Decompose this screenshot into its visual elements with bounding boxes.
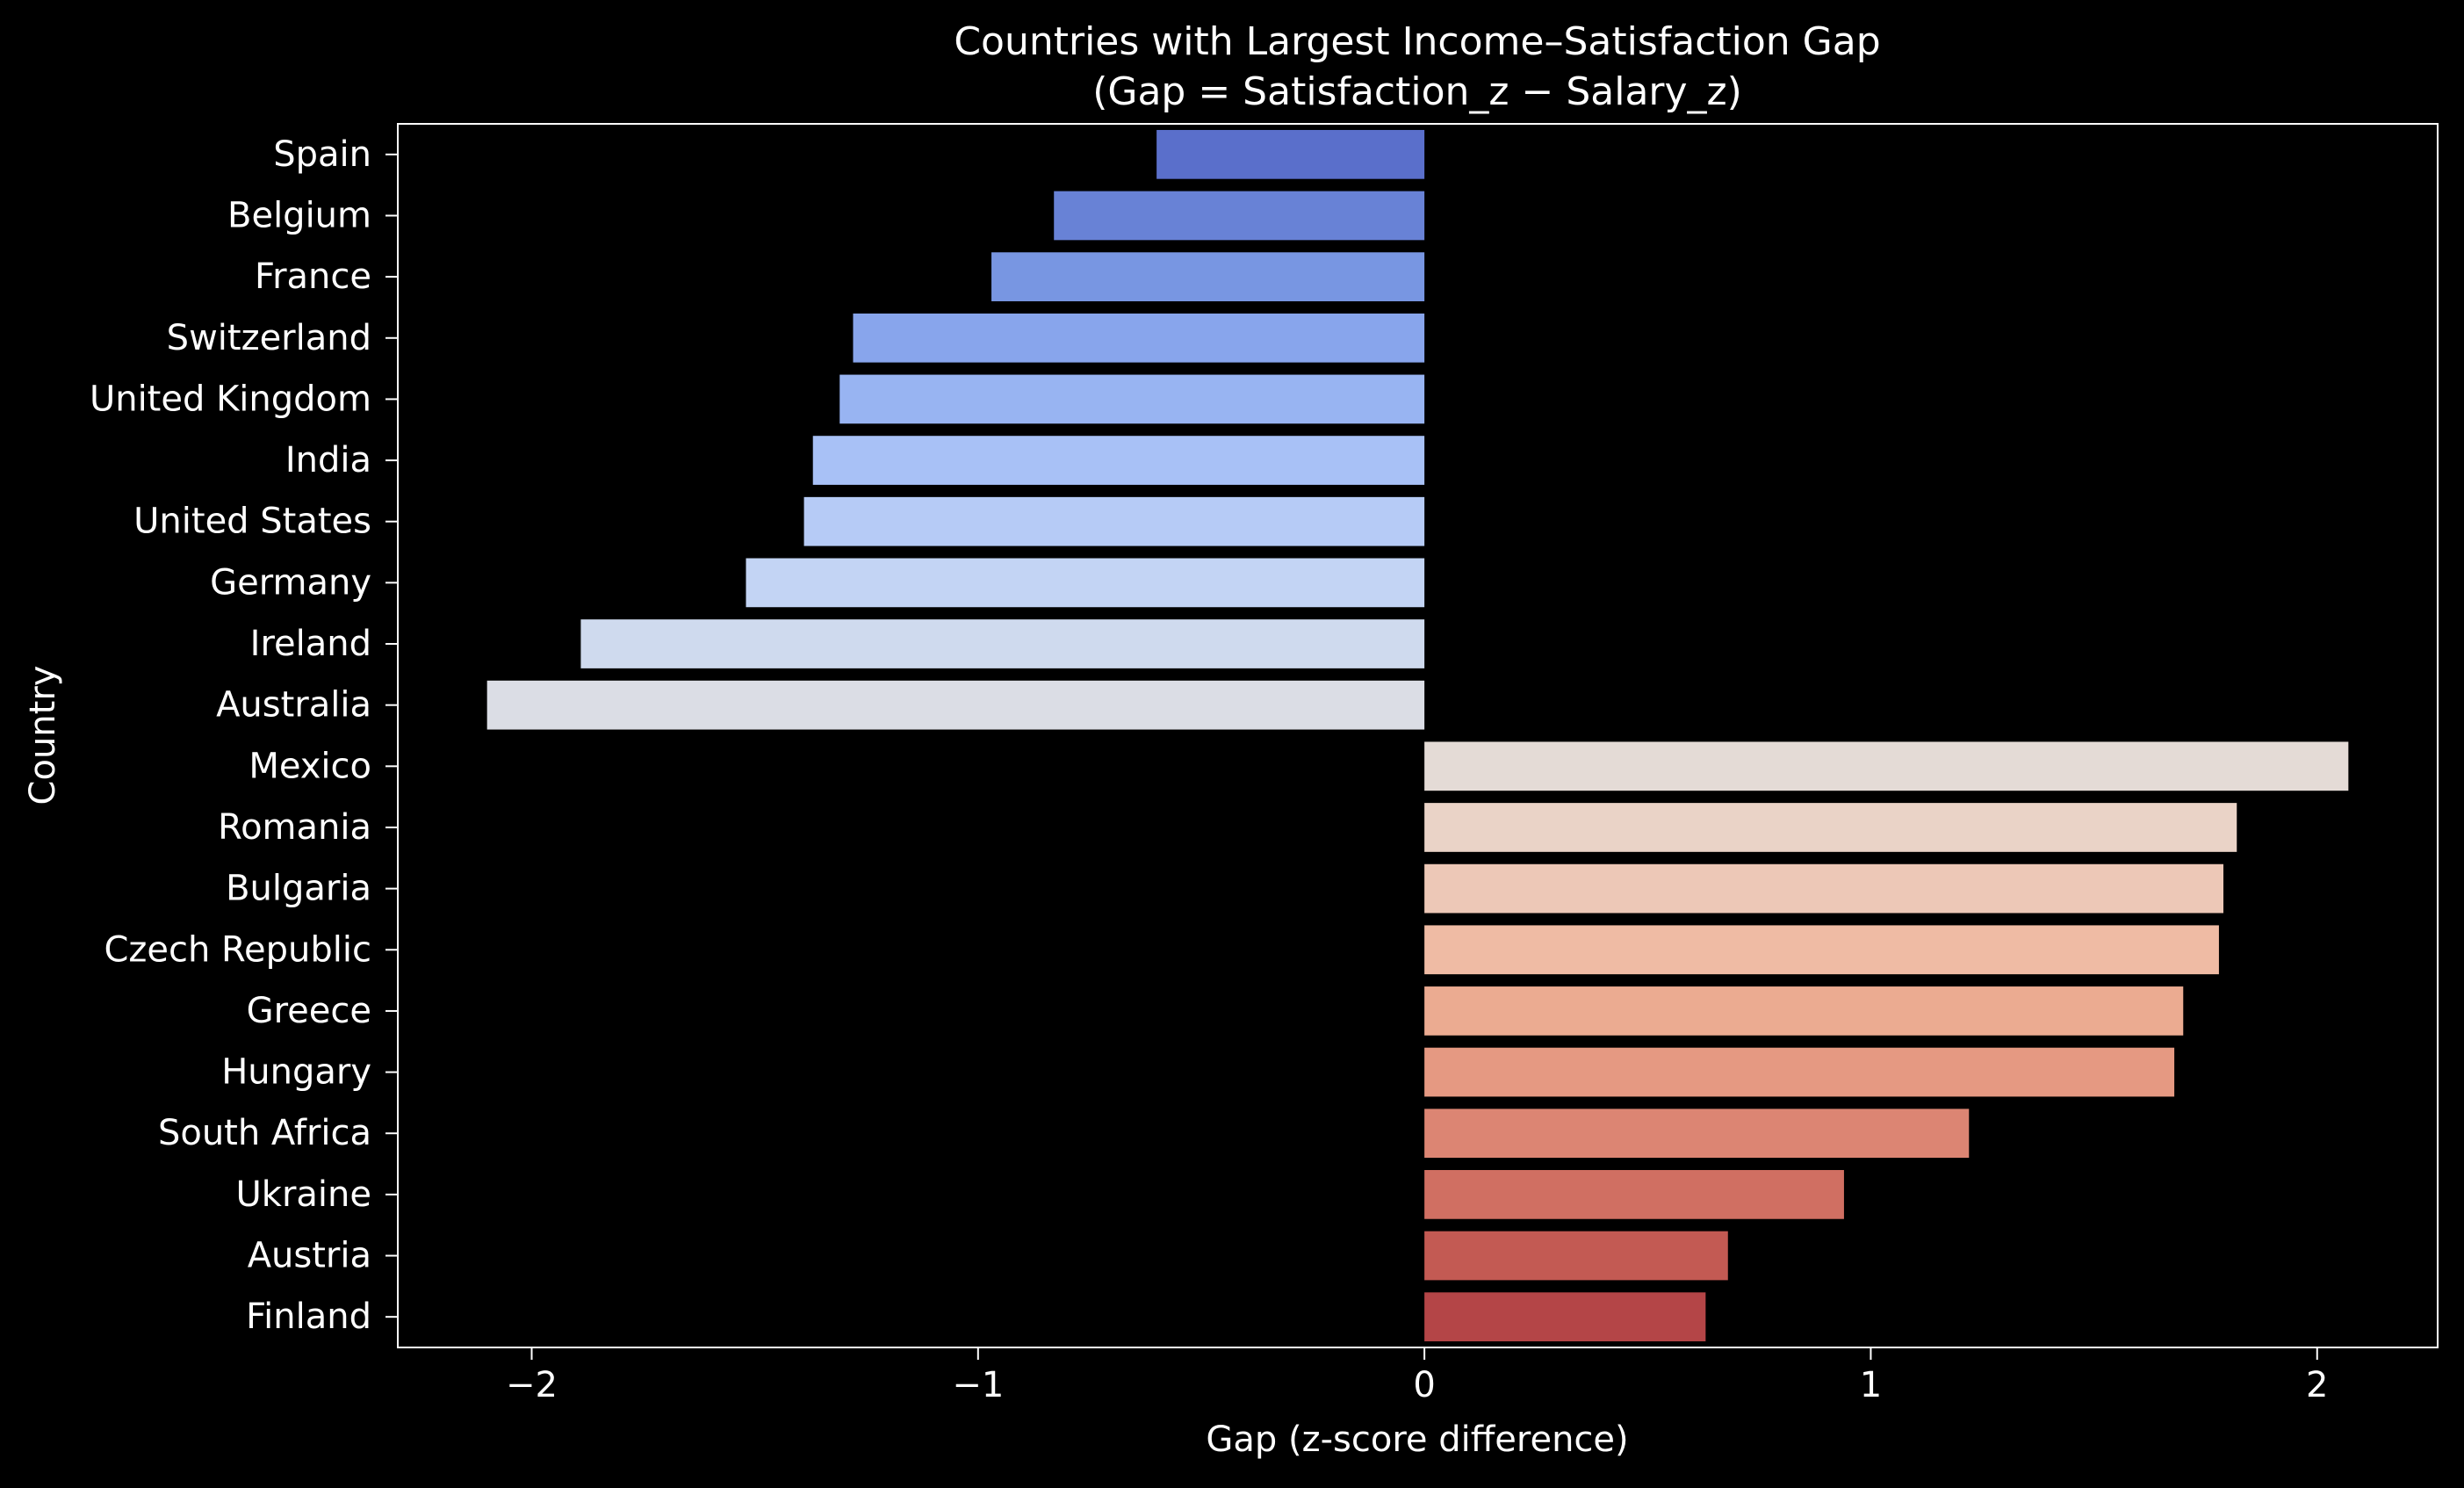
y-tick-label: Belgium: [227, 195, 371, 235]
x-axis-label: Gap (z-score difference): [1206, 1419, 1628, 1460]
y-tick-label: South Africa: [158, 1113, 371, 1153]
bar-finland: [1424, 1292, 1706, 1342]
bar-france: [991, 252, 1425, 301]
bar-greece: [1424, 986, 2184, 1036]
y-tick-label: Finland: [246, 1297, 371, 1337]
bar-united-states: [803, 496, 1425, 546]
bar-austria: [1424, 1231, 1728, 1281]
y-tick-label: Germany: [210, 562, 371, 603]
y-tick-label: Bulgaria: [226, 869, 371, 909]
bar-ireland: [580, 619, 1425, 668]
y-tick-label: Spain: [273, 134, 371, 175]
bars-group: [486, 129, 2349, 1342]
bar-bulgaria: [1424, 863, 2224, 914]
y-tick-label: United States: [133, 502, 371, 542]
y-tick-label: United Kingdom: [90, 379, 371, 419]
chart-title-line1: Countries with Largest Income–Satisfacti…: [954, 19, 1880, 64]
y-tick-label: Australia: [216, 685, 371, 726]
y-axis: Spain Belgium France Switzerland United King…: [90, 134, 398, 1337]
plot-frame: [397, 123, 2439, 1348]
y-tick-label: France: [255, 256, 371, 297]
bar-hungary: [1424, 1047, 2175, 1097]
y-tick-label: India: [285, 440, 371, 480]
y-tick-label: Ireland: [250, 624, 371, 664]
y-tick-label: Switzerland: [167, 318, 371, 358]
x-tick-label: −2: [506, 1365, 558, 1405]
x-tick-label: 0: [1413, 1365, 1435, 1405]
x-tick-label: 1: [1860, 1365, 1882, 1405]
bar-ukraine: [1424, 1170, 1844, 1219]
chart-title-line2: (Gap = Satisfaction_z − Salary_z): [1092, 69, 1742, 114]
y-tick-label: Hungary: [221, 1052, 371, 1093]
bar-switzerland: [853, 313, 1425, 363]
y-tick-label: Mexico: [249, 746, 371, 786]
bar-mexico: [1424, 741, 2349, 791]
bar-spain: [1156, 129, 1425, 179]
bar-south-africa: [1424, 1109, 1970, 1159]
y-tick-label: Greece: [247, 991, 371, 1031]
x-tick-label: −1: [952, 1365, 1004, 1405]
bar-belgium: [1054, 191, 1425, 241]
bar-india: [812, 436, 1425, 485]
bar-united-kingdom: [839, 374, 1425, 424]
bar-australia: [486, 680, 1425, 730]
y-tick-label: Ukraine: [236, 1174, 371, 1215]
bar-germany: [746, 558, 1425, 608]
y-axis-label: Country: [23, 666, 63, 805]
y-tick-label: Austria: [248, 1236, 371, 1276]
y-tick-label: Czech Republic: [104, 929, 371, 970]
x-tick-label: 2: [2306, 1365, 2328, 1405]
bar-romania: [1424, 803, 2237, 852]
x-axis: −2 −1 0 1 2: [506, 1347, 2328, 1405]
y-tick-label: Romania: [218, 807, 371, 848]
bar-czech-republic: [1424, 925, 2219, 975]
